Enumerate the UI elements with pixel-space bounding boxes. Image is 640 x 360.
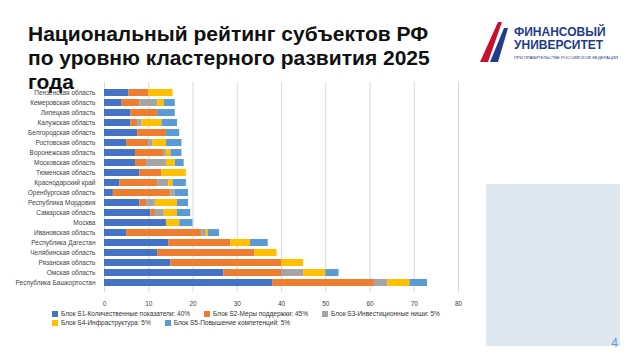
svg-text:ФИНАНСОВЫЙ: ФИНАНСОВЫЙ	[514, 24, 606, 39]
svg-text:Ивановская область: Ивановская область	[34, 229, 96, 236]
svg-text:Омская область: Омская область	[47, 269, 96, 276]
svg-text:80: 80	[455, 300, 463, 307]
svg-text:Пензенская область: Пензенская область	[34, 89, 96, 96]
svg-text:Краснодарский край: Краснодарский край	[34, 179, 96, 187]
svg-text:ПРИ ПРАВИТЕЛЬСТВЕ РОССИЙСКОЙ Ф: ПРИ ПРАВИТЕЛЬСТВЕ РОССИЙСКОЙ ФЕДЕРАЦИИ	[514, 55, 618, 60]
svg-text:50: 50	[322, 300, 330, 307]
svg-text:0: 0	[103, 300, 107, 307]
svg-text:Республика Дагестан: Республика Дагестан	[31, 239, 96, 247]
svg-text:Оренбургская область: Оренбургская область	[28, 189, 96, 197]
svg-text:Кемеровская область: Кемеровская область	[30, 99, 96, 107]
svg-text:Белгородская область: Белгородская область	[28, 129, 96, 137]
svg-text:40: 40	[278, 300, 286, 307]
svg-text:Тюменская область: Тюменская область	[36, 169, 96, 176]
svg-text:20: 20	[189, 300, 197, 307]
svg-text:Республика Башкортостан: Республика Башкортостан	[16, 279, 96, 287]
svg-text:Калужская область: Калужская область	[37, 119, 96, 127]
svg-text:Челябинская область: Челябинская область	[30, 249, 96, 256]
svg-text:60: 60	[366, 300, 374, 307]
svg-text:Самарская область: Самарская область	[36, 209, 96, 217]
svg-text:Москва: Москва	[73, 219, 96, 226]
svg-text:30: 30	[234, 300, 242, 307]
svg-text:70: 70	[411, 300, 419, 307]
svg-text:Липецкая область: Липецкая область	[41, 109, 96, 117]
svg-text:Рязанская область: Рязанская область	[38, 259, 96, 266]
svg-text:Воронежская область: Воронежская область	[30, 149, 97, 157]
svg-text:Московская область: Московская область	[34, 159, 96, 166]
svg-text:Республика Мордовия: Республика Мордовия	[28, 199, 96, 207]
svg-text:Ростовская область: Ростовская область	[35, 139, 96, 146]
svg-text:10: 10	[145, 300, 153, 307]
svg-text:УНИВЕРСИТЕТ: УНИВЕРСИТЕТ	[514, 38, 604, 52]
